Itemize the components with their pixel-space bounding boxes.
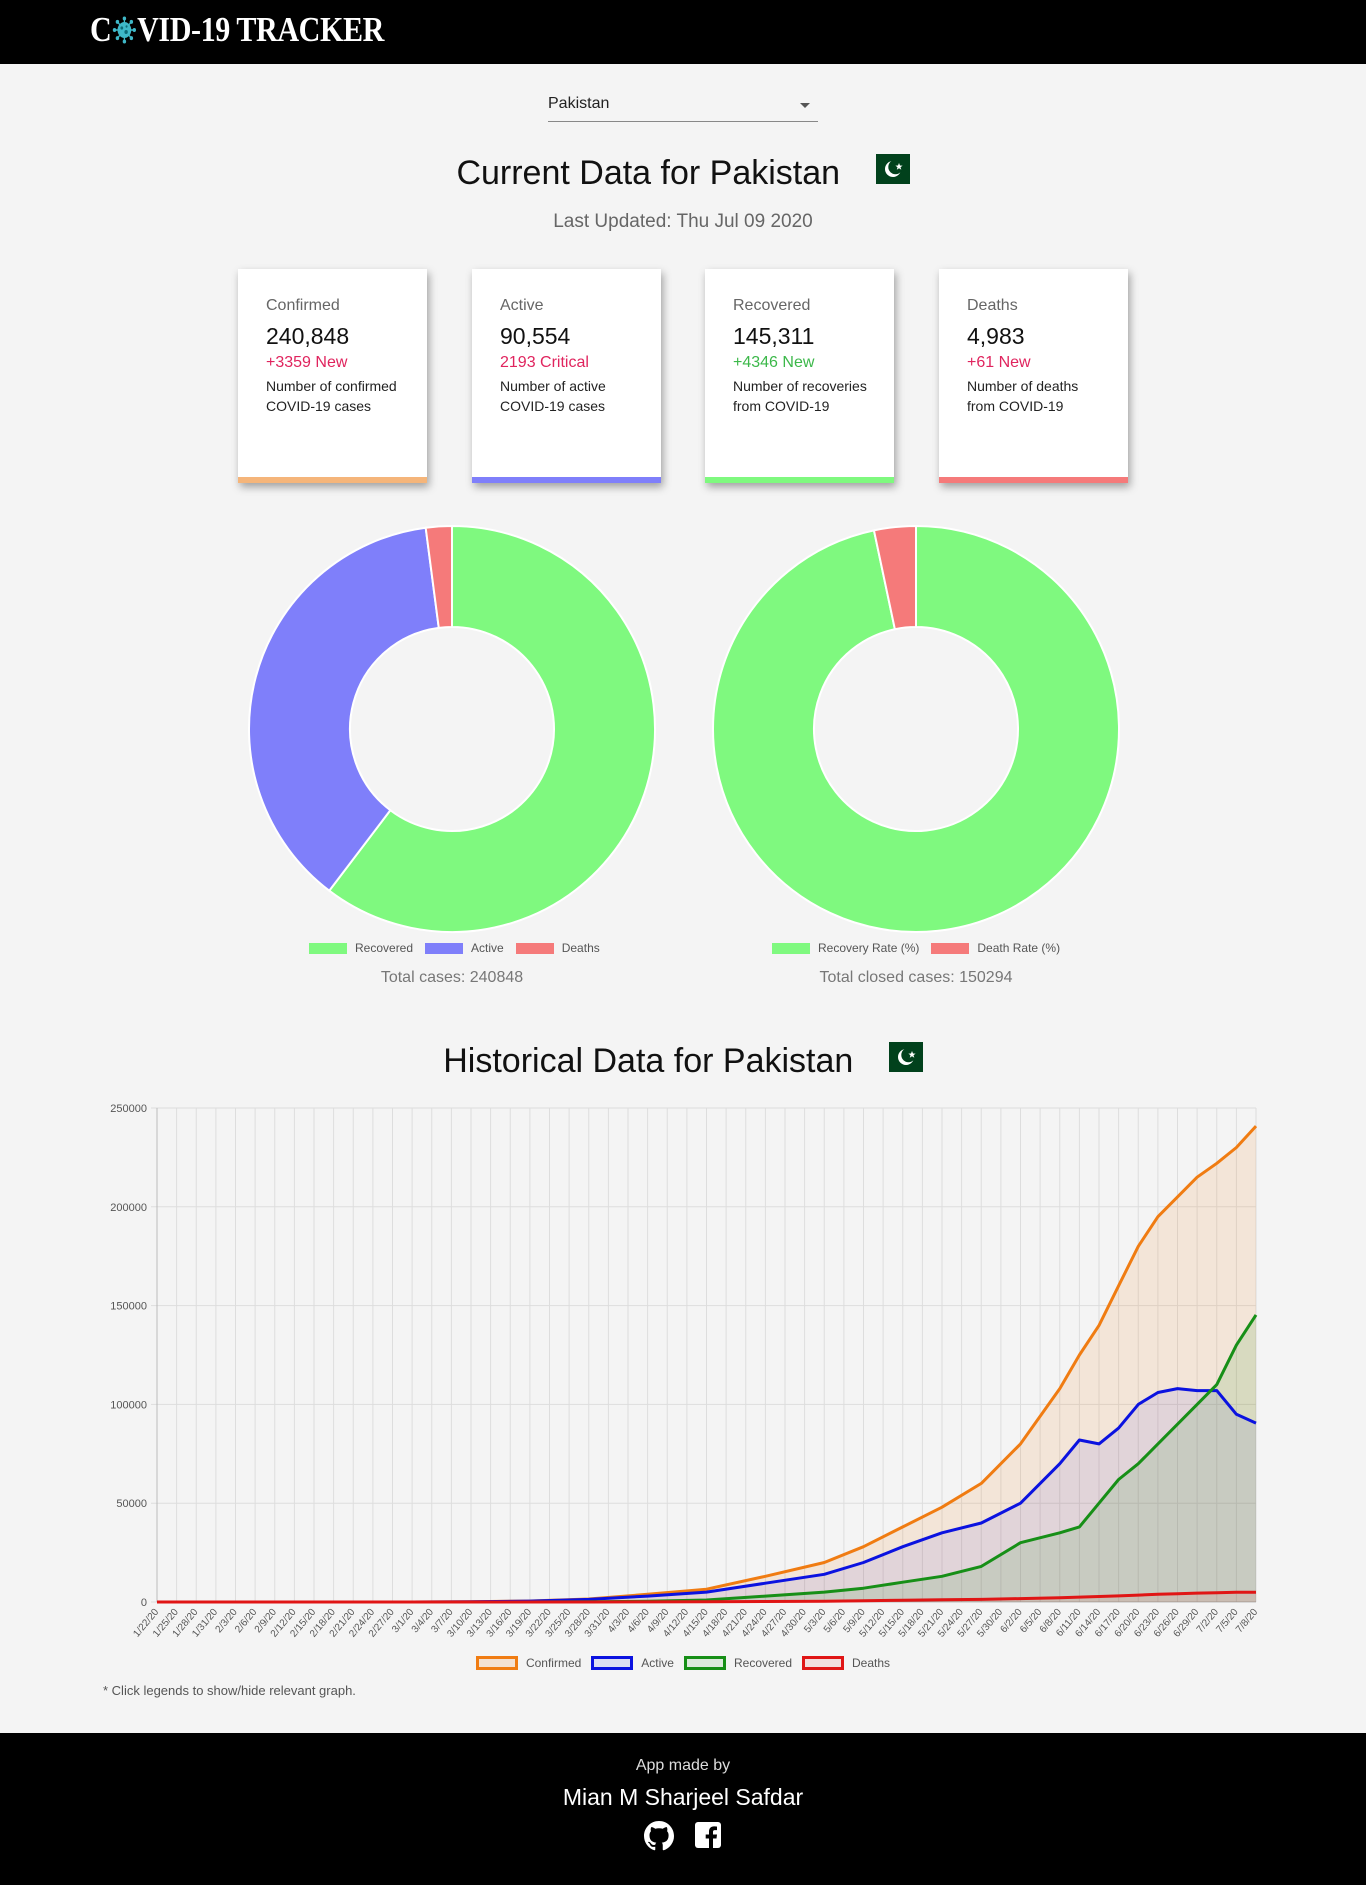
x-tick-label: 7/8/20 [1234, 1607, 1261, 1636]
card-change: +4346 New [733, 354, 815, 371]
legend-item-active[interactable]: Active [591, 1656, 674, 1670]
card-color-bar [939, 477, 1128, 483]
legend-item-recovered[interactable]: Recovered [683, 1656, 793, 1670]
current-data-title: Current Data for Pakistan [456, 154, 841, 192]
deaths-card: Deaths 4,983 +61 New Number of deaths fr… [939, 269, 1128, 483]
legend-item-deaths[interactable]: Deaths [515, 941, 600, 955]
legend-item-deaths[interactable]: Deaths [802, 1656, 890, 1670]
closed-cases-donut-chart [712, 524, 1120, 933]
donut-slice-active[interactable] [247, 526, 440, 893]
y-tick-label: 50000 [116, 1498, 147, 1510]
legend-swatch [772, 942, 810, 954]
historical-chart-legend: Confirmed Active Recovered Deaths [0, 1656, 1366, 1670]
legend-label: Recovered [355, 941, 414, 955]
card-change: +61 New [967, 354, 1031, 371]
chevron-down-icon [800, 103, 810, 108]
series-area-active [157, 1388, 1256, 1602]
legend-label: Deaths [852, 1656, 891, 1670]
legend-label: Recovery Rate (%) [818, 941, 920, 955]
card-label: Confirmed [266, 297, 340, 314]
historical-line-chart: 1/22/201/25/201/28/201/31/202/3/202/6/20… [110, 1103, 1261, 1639]
pakistan-flag-icon [875, 154, 910, 185]
last-updated-text: Last Updated: Thu Jul 09 2020 [553, 211, 813, 232]
legend-label: Confirmed [525, 1656, 582, 1670]
confirmed-card: Confirmed 240,848 +3359 New Number of co… [238, 269, 427, 483]
legend-item-active[interactable]: Active [425, 941, 504, 955]
social-links [0, 1821, 1366, 1851]
facebook-icon[interactable] [694, 1821, 722, 1849]
logo-text-suffix: VID-19 TRACKER [137, 10, 384, 49]
legend-swatch [802, 1656, 845, 1670]
legend-swatch [683, 1656, 726, 1670]
series-line-deaths[interactable] [157, 1590, 1257, 1604]
card-description: Number of deaths from COVID-19 [967, 378, 1079, 414]
card-description: Number of confirmed COVID-19 cases [266, 378, 397, 414]
legend-item-recovered[interactable]: Recovered [309, 941, 413, 955]
legend-swatch [515, 942, 554, 954]
card-label: Recovered [733, 297, 811, 314]
legend-swatch [591, 1656, 634, 1670]
legend-item-recovery-rate[interactable]: Recovery Rate (%) [772, 941, 919, 955]
y-tick-label: 200000 [110, 1202, 147, 1214]
card-description: Number of active COVID-19 cases [500, 378, 606, 414]
legend-item-confirmed[interactable]: Confirmed [475, 1656, 582, 1670]
card-value: 90,554 [500, 323, 571, 349]
pakistan-flag-icon [888, 1042, 923, 1073]
github-icon[interactable] [644, 1821, 674, 1851]
closed-donut-legend: Recovery Rate (%) Death Rate (%) [772, 941, 1072, 955]
historical-data-title: Historical Data for Pakistan [443, 1042, 854, 1080]
recovered-card: Recovered 145,311 +4346 New Number of re… [705, 269, 894, 483]
card-color-bar [238, 477, 427, 483]
card-label: Active [500, 297, 544, 314]
y-tick-label: 100000 [110, 1399, 147, 1411]
legend-label: Deaths [561, 941, 600, 955]
footer-author: Mian M Sharjeel Safdar [562, 1784, 804, 1810]
card-value: 240,848 [266, 323, 350, 349]
series-line-active[interactable] [157, 1387, 1257, 1604]
card-change: +3359 New [266, 354, 348, 371]
virus-icon [112, 16, 136, 44]
country-select-value: Pakistan [548, 95, 610, 112]
logo-text-prefix: C [90, 10, 112, 49]
cases-donut-legend: Recovered Active Deaths [309, 941, 612, 955]
card-value: 145,311 [733, 323, 815, 349]
legend-swatch [309, 942, 347, 954]
legend-hint-text: * Click legends to show/hide relevant gr… [103, 1683, 356, 1698]
legend-label: Recovered [733, 1656, 793, 1670]
series-area-confirmed [157, 1126, 1256, 1602]
card-color-bar [472, 477, 661, 483]
y-tick-label: 0 [141, 1597, 147, 1609]
footer: App made by Mian M Sharjeel Safdar [0, 1733, 1366, 1885]
donut-slice-deaths[interactable] [424, 524, 453, 629]
footer-made-by: App made by [635, 1757, 731, 1774]
legend-label: Death Rate (%) [977, 941, 1061, 955]
legend-label: Active [641, 1656, 674, 1670]
donut-slice-recovered[interactable] [327, 524, 656, 933]
app-logo[interactable]: C VID-19 TRACKER [90, 10, 384, 50]
current-data-heading: Current Data for Pakistan [0, 154, 1366, 193]
donut-slice-recovery-rate[interactable] [712, 524, 1120, 933]
total-closed-cases-text: Total closed cases: 150294 [819, 969, 1013, 986]
total-cases-text: Total cases: 240848 [380, 969, 524, 986]
card-value: 4,983 [967, 323, 1025, 349]
cases-breakdown-donut-chart [247, 524, 656, 933]
card-description: Number of recoveries from COVID-19 [733, 378, 867, 414]
series-area-recovered [157, 1314, 1256, 1602]
donut-slice-death-rate[interactable] [872, 524, 917, 631]
legend-swatch [475, 1656, 518, 1670]
active-card: Active 90,554 2193 Critical Number of ac… [472, 269, 661, 483]
y-tick-label: 250000 [110, 1103, 147, 1115]
legend-label: Active [471, 941, 504, 955]
legend-swatch [425, 942, 464, 954]
top-nav-bar: C VID-19 TRACKER [0, 0, 1366, 64]
historical-data-heading: Historical Data for Pakistan [0, 1042, 1366, 1081]
legend-swatch [931, 942, 970, 954]
card-change: 2193 Critical [500, 354, 589, 371]
country-select[interactable]: Pakistan [548, 90, 818, 122]
card-label: Deaths [967, 297, 1018, 314]
y-tick-label: 150000 [110, 1301, 147, 1313]
legend-item-death-rate[interactable]: Death Rate (%) [931, 941, 1060, 955]
card-color-bar [705, 477, 894, 483]
